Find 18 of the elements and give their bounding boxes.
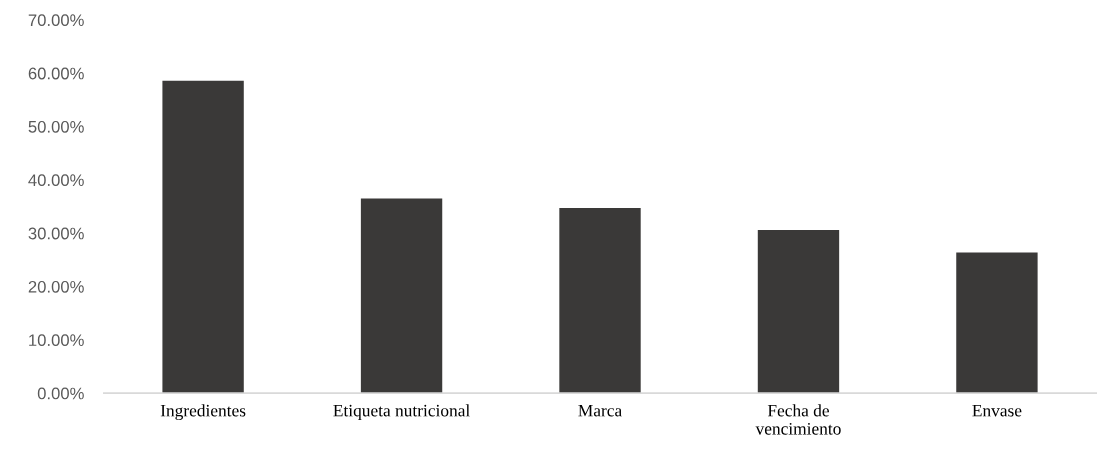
y-tick-label: 0.00%: [37, 387, 84, 400]
x-tick-label: Ingredientes: [160, 404, 246, 421]
y-tick-label: 60.00%: [28, 67, 84, 80]
x-tick-label: Fecha de vencimiento: [755, 404, 841, 435]
x-tick-label: Envase: [972, 404, 1022, 417]
bar: [757, 229, 840, 394]
y-tick-label: 50.00%: [28, 120, 84, 133]
x-tick-label: Etiqueta nutricional: [333, 404, 470, 421]
bar: [162, 80, 244, 394]
y-tick-label: 10.00%: [29, 334, 84, 347]
bar: [956, 252, 1038, 394]
y-tick-label: 40.00%: [28, 174, 84, 187]
x-tick-label: Marca: [578, 404, 622, 417]
y-tick-label: 30.00%: [28, 227, 84, 240]
bar: [559, 208, 641, 394]
bar: [360, 198, 443, 394]
y-tick-label: 20.00%: [28, 280, 84, 293]
y-tick-label: 70.00%: [28, 14, 84, 27]
